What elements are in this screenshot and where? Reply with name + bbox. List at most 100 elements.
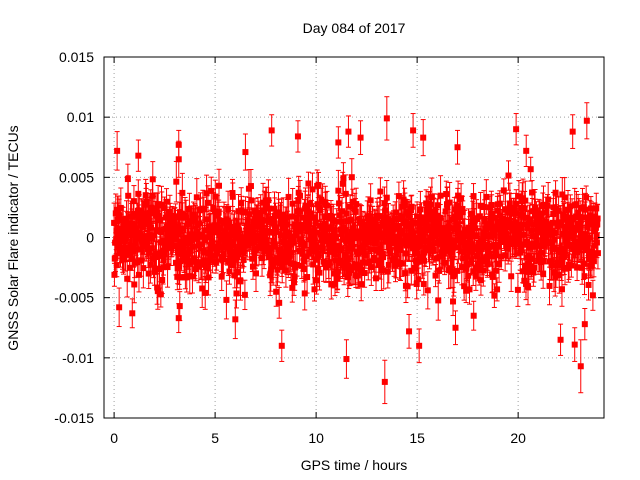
- data-point: [496, 261, 503, 268]
- data-point: [519, 268, 526, 275]
- data-point: [223, 296, 230, 303]
- data-point: [283, 258, 290, 265]
- data-point: [176, 274, 183, 281]
- data-point: [333, 247, 340, 254]
- data-point: [455, 192, 462, 199]
- data-point: [225, 206, 232, 213]
- data-point: [149, 176, 156, 183]
- data-point: [319, 245, 326, 252]
- data-point: [448, 249, 455, 256]
- data-point: [472, 225, 479, 232]
- data-point: [249, 230, 256, 237]
- data-point: [297, 192, 304, 199]
- data-point: [328, 281, 335, 288]
- data-point: [352, 261, 359, 268]
- data-point: [289, 200, 296, 207]
- data-point: [134, 259, 141, 266]
- data-point: [267, 217, 274, 224]
- data-point: [111, 219, 118, 226]
- data-point: [407, 222, 414, 229]
- data-point: [192, 258, 199, 265]
- data-point: [359, 259, 366, 266]
- data-point: [164, 264, 171, 271]
- data-point: [265, 244, 272, 251]
- data-point: [364, 238, 371, 245]
- data-point: [257, 241, 264, 248]
- data-point: [138, 257, 145, 264]
- data-point: [524, 225, 531, 232]
- data-point: [301, 258, 308, 265]
- data-point: [220, 250, 227, 257]
- data-point: [215, 209, 222, 216]
- data-point: [312, 219, 319, 226]
- data-point: [131, 281, 138, 288]
- data-point: [113, 262, 120, 269]
- data-point: [209, 252, 216, 259]
- data-point: [361, 270, 368, 277]
- data-point: [158, 229, 165, 236]
- data-point: [473, 232, 480, 239]
- data-point: [294, 261, 301, 268]
- data-point: [188, 258, 195, 265]
- data-point: [172, 227, 179, 234]
- data-point: [117, 250, 124, 257]
- data-point: [381, 200, 388, 207]
- data-point: [443, 233, 450, 240]
- data-point: [331, 251, 338, 258]
- data-point: [415, 276, 422, 283]
- data-point: [513, 200, 520, 207]
- data-point: [160, 257, 167, 264]
- data-point: [476, 267, 483, 274]
- data-point: [343, 237, 350, 244]
- data-point: [430, 228, 437, 235]
- data-point: [227, 223, 234, 230]
- data-point: [505, 172, 512, 179]
- data-point: [281, 234, 288, 241]
- data-point: [526, 244, 533, 251]
- data-point: [468, 210, 475, 217]
- data-point: [281, 249, 288, 256]
- data-point: [522, 214, 529, 221]
- data-point: [317, 207, 324, 214]
- data-point: [353, 201, 360, 208]
- data-point: [125, 192, 132, 199]
- data-point: [454, 267, 461, 274]
- data-point: [204, 262, 211, 269]
- data-point: [161, 205, 168, 212]
- data-point: [313, 277, 320, 284]
- data-point: [180, 225, 187, 232]
- data-point: [143, 198, 150, 205]
- data-point: [314, 266, 321, 273]
- data-point: [198, 241, 205, 248]
- data-point: [305, 216, 312, 223]
- data-point: [517, 249, 524, 256]
- data-point: [241, 291, 248, 298]
- data-point: [285, 230, 292, 237]
- data-point: [509, 227, 516, 234]
- data-point: [199, 231, 206, 238]
- data-point: [208, 187, 215, 194]
- data-point: [213, 250, 220, 257]
- data-point: [252, 270, 259, 277]
- data-point: [154, 209, 161, 216]
- data-point: [133, 230, 140, 237]
- data-point: [341, 261, 348, 268]
- data-point: [460, 255, 467, 262]
- data-point: [248, 197, 255, 204]
- data-point: [269, 228, 276, 235]
- data-point: [422, 237, 429, 244]
- data-point: [120, 219, 127, 226]
- data-point: [366, 216, 373, 223]
- data-point: [261, 248, 268, 255]
- data-point: [226, 268, 233, 275]
- data-point: [247, 183, 254, 190]
- data-point: [408, 203, 415, 210]
- data-point: [183, 274, 190, 281]
- data-point: [395, 193, 402, 200]
- data-point: [377, 257, 384, 264]
- data-point: [431, 233, 438, 240]
- data-point: [411, 264, 418, 271]
- data-point: [488, 242, 495, 249]
- data-point: [155, 252, 162, 259]
- data-point: [335, 242, 342, 249]
